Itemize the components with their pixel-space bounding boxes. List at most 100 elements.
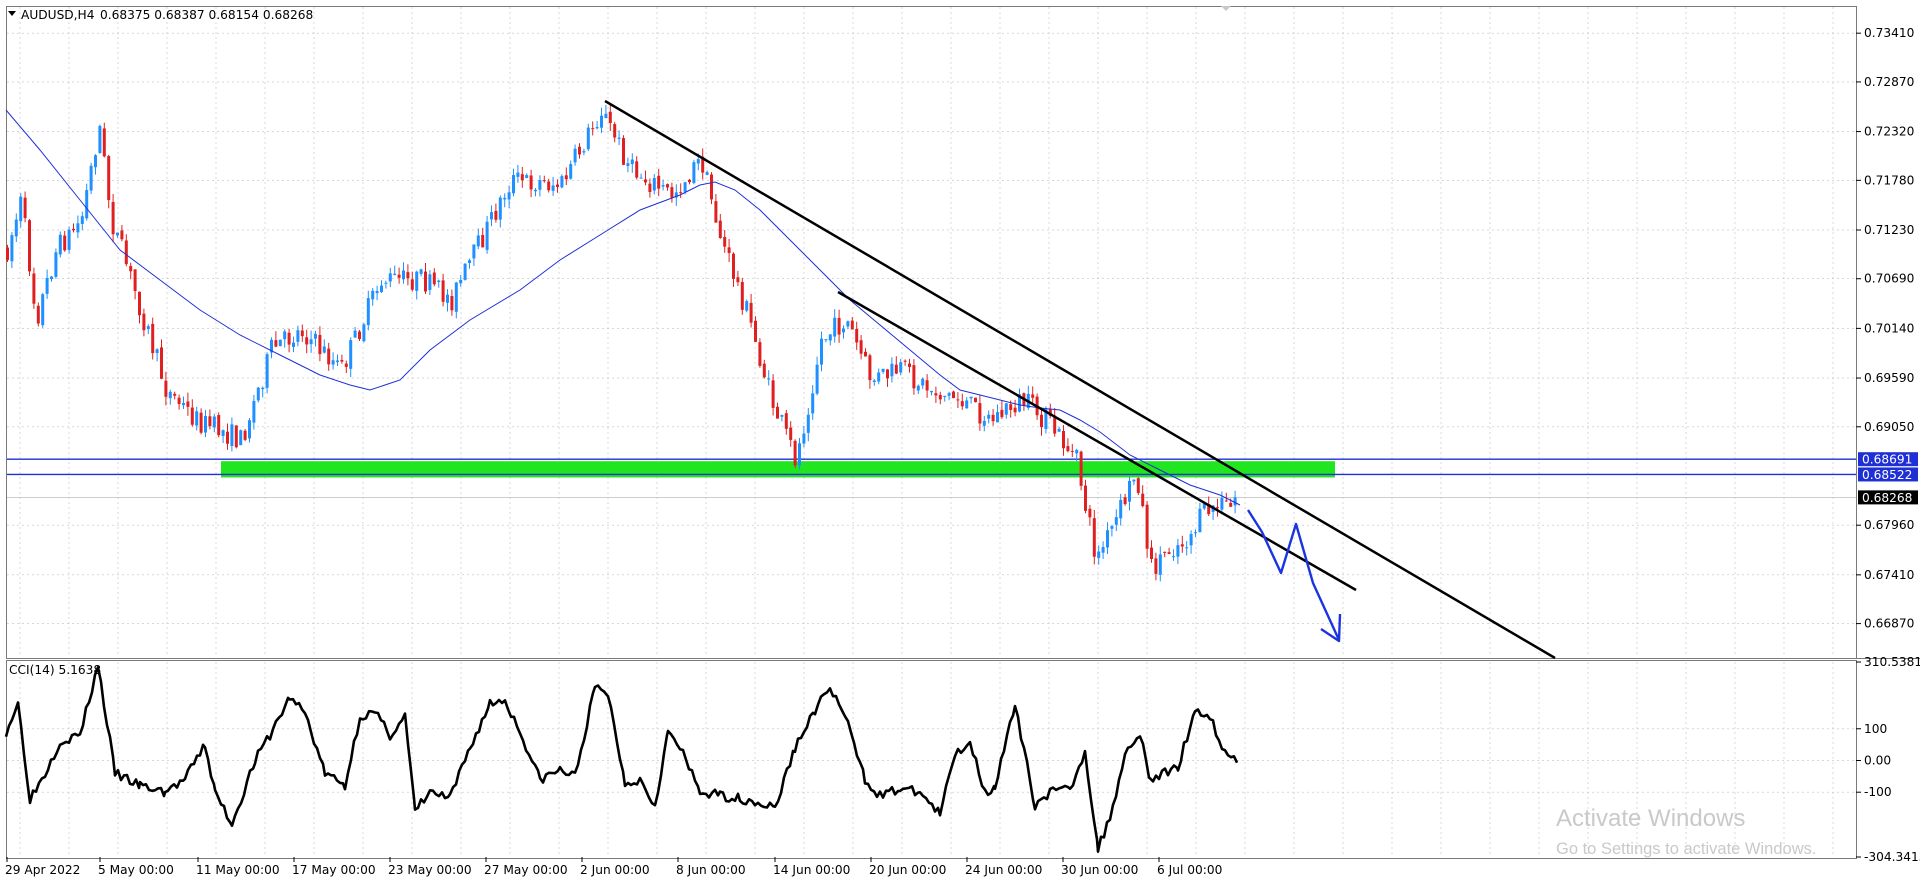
candle-body: [388, 273, 392, 282]
grid: [7, 7, 1856, 857]
trendline-lower[interactable]: [837, 290, 1357, 592]
candle-body: [705, 172, 709, 175]
candle-body: [481, 234, 485, 248]
candle-body: [230, 424, 234, 447]
candle-body: [639, 177, 643, 179]
candle-body: [151, 323, 155, 354]
support-zone[interactable]: [221, 461, 1335, 478]
candle-body: [1128, 480, 1131, 502]
candle-body: [186, 401, 190, 407]
candle-body: [58, 234, 62, 255]
candle-body: [239, 430, 243, 446]
candle-body: [1176, 545, 1180, 557]
candle-body: [111, 201, 115, 235]
candle-body: [173, 393, 177, 396]
candle-body: [164, 380, 168, 397]
candle-body: [802, 433, 806, 444]
candle-body: [208, 416, 212, 427]
candle-body: [362, 324, 366, 342]
candle-body: [63, 235, 67, 251]
candle-body: [441, 280, 445, 302]
candle-body: [868, 355, 872, 381]
candle-body: [674, 192, 678, 198]
price-tick-label: 0.66870: [1864, 617, 1914, 631]
drawings-layer: [604, 99, 1556, 660]
candle-body: [309, 339, 313, 345]
time-label: 24 Jun 00:00: [965, 863, 1042, 877]
price-axis: 0.73410 0.72870 0.72320 0.71780 0.71230 0.706…: [1856, 26, 1920, 864]
candle-body: [842, 328, 845, 333]
candle-body: [287, 332, 291, 345]
candle-body: [661, 185, 665, 187]
candle-body: [300, 330, 304, 337]
candle-body: [177, 397, 181, 405]
candle-body: [256, 387, 260, 401]
candle-body: [613, 124, 617, 138]
candle-body: [696, 159, 700, 164]
chart-shift-marker-icon[interactable]: [1221, 6, 1231, 11]
candle-body: [393, 273, 397, 275]
candle-body: [305, 337, 309, 345]
candle-body: [982, 420, 986, 426]
candle-body: [600, 115, 603, 128]
candle-body: [591, 128, 595, 130]
candle-body: [1018, 394, 1021, 412]
candle-body: [916, 385, 920, 391]
candle-body: [1207, 504, 1211, 515]
candle-body: [1084, 485, 1087, 511]
candle-body: [815, 364, 819, 394]
price-tick-label: 0.70140: [1864, 321, 1914, 335]
candle-body: [833, 317, 837, 337]
candle-body: [877, 372, 881, 382]
candle-body: [978, 403, 982, 424]
candle-body: [1233, 497, 1237, 506]
candle-body: [23, 197, 27, 219]
candle-body: [476, 235, 480, 247]
candle-body: [1194, 532, 1197, 534]
candle-body: [107, 156, 111, 201]
candle-body: [578, 146, 581, 155]
candle-body: [855, 328, 859, 343]
candle-body: [1062, 431, 1065, 449]
price-box-label: 0.68522: [1862, 468, 1912, 482]
candle-body: [872, 380, 876, 383]
candle-body: [375, 291, 379, 294]
candle-body: [767, 378, 771, 380]
symbol-label: AUDUSD,H4: [21, 8, 95, 22]
candle-body: [1145, 504, 1149, 549]
candle-body: [494, 210, 498, 220]
candle-body: [564, 175, 568, 180]
candle-body: [573, 148, 577, 163]
time-label: 6 Jul 00:00: [1157, 863, 1222, 877]
candle-body: [129, 266, 133, 272]
cci-tick-label: -304.3413: [1864, 850, 1920, 864]
time-label: 8 Jun 00:00: [676, 863, 746, 877]
candle-body: [943, 395, 947, 397]
cci-tick-label: -100: [1864, 785, 1892, 799]
collapse-triangle-icon[interactable]: [8, 11, 16, 16]
price-box-label: 0.68691: [1862, 453, 1912, 467]
candle-body: [1189, 533, 1193, 546]
candle-body: [846, 321, 850, 327]
candle-body: [740, 281, 744, 310]
candle-body: [991, 414, 995, 422]
candle-body: [322, 346, 326, 353]
price-tick-label: 0.69590: [1864, 371, 1914, 385]
candle-body: [547, 181, 551, 191]
candle-body: [195, 411, 199, 426]
projection-path[interactable]: [1246, 509, 1341, 641]
candle-body: [358, 331, 361, 340]
trendline-upper[interactable]: [604, 99, 1556, 660]
time-label: 23 May 00:00: [388, 863, 472, 877]
time-label: 2 Jun 00:00: [580, 863, 650, 877]
candle-body: [718, 220, 722, 239]
candle-body: [265, 354, 269, 388]
candle-body: [837, 317, 841, 335]
candle-body: [582, 151, 586, 153]
candle-body: [124, 240, 128, 265]
candle-body: [221, 430, 225, 437]
projection-arrow-icon[interactable]: [1320, 613, 1342, 643]
candle-body: [204, 415, 207, 433]
time-label: 30 Jun 00:00: [1061, 863, 1138, 877]
